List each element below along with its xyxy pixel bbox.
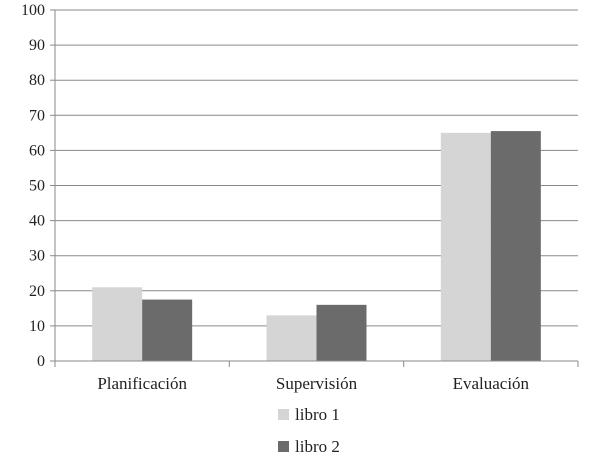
- category-labels: Planificación Supervisión Evaluación: [97, 374, 529, 393]
- x-category-label: Planificación: [97, 374, 187, 393]
- legend-swatch: [278, 441, 289, 452]
- x-category-label: Supervisión: [276, 374, 358, 393]
- axes: [54, 10, 579, 367]
- x-category-label: Evaluación: [453, 374, 530, 393]
- bar-libro-1-1: [266, 315, 317, 361]
- y-tick-label: 90: [29, 37, 45, 54]
- y-tick-label: 60: [29, 142, 45, 159]
- y-axis-ticks: 0 10 20 30 40 50 60 70 80 90 100: [21, 2, 55, 370]
- bar-libro-2-1: [316, 304, 367, 361]
- gridlines: [55, 9, 578, 327]
- legend-label: libro 2: [295, 437, 340, 456]
- y-tick-label: 20: [29, 283, 45, 300]
- y-tick-label: 0: [37, 353, 45, 370]
- y-tick-label: 50: [29, 178, 45, 195]
- legend-label: libro 1: [295, 405, 340, 424]
- y-tick-label: 100: [21, 2, 45, 19]
- bar-libro-2-2: [490, 131, 541, 361]
- legend: libro 1 libro 2: [278, 405, 340, 456]
- y-tick-label: 30: [29, 248, 45, 265]
- legend-swatch: [278, 409, 289, 420]
- bar-libro-1-0: [92, 287, 143, 361]
- y-tick-label: 10: [29, 318, 45, 335]
- bar-libro-1-2: [440, 132, 491, 361]
- y-tick-label: 40: [29, 213, 45, 230]
- y-tick-label: 70: [29, 107, 45, 124]
- bar-libro-2-0: [142, 299, 193, 361]
- y-tick-label: 80: [29, 72, 45, 89]
- bars: [92, 131, 541, 361]
